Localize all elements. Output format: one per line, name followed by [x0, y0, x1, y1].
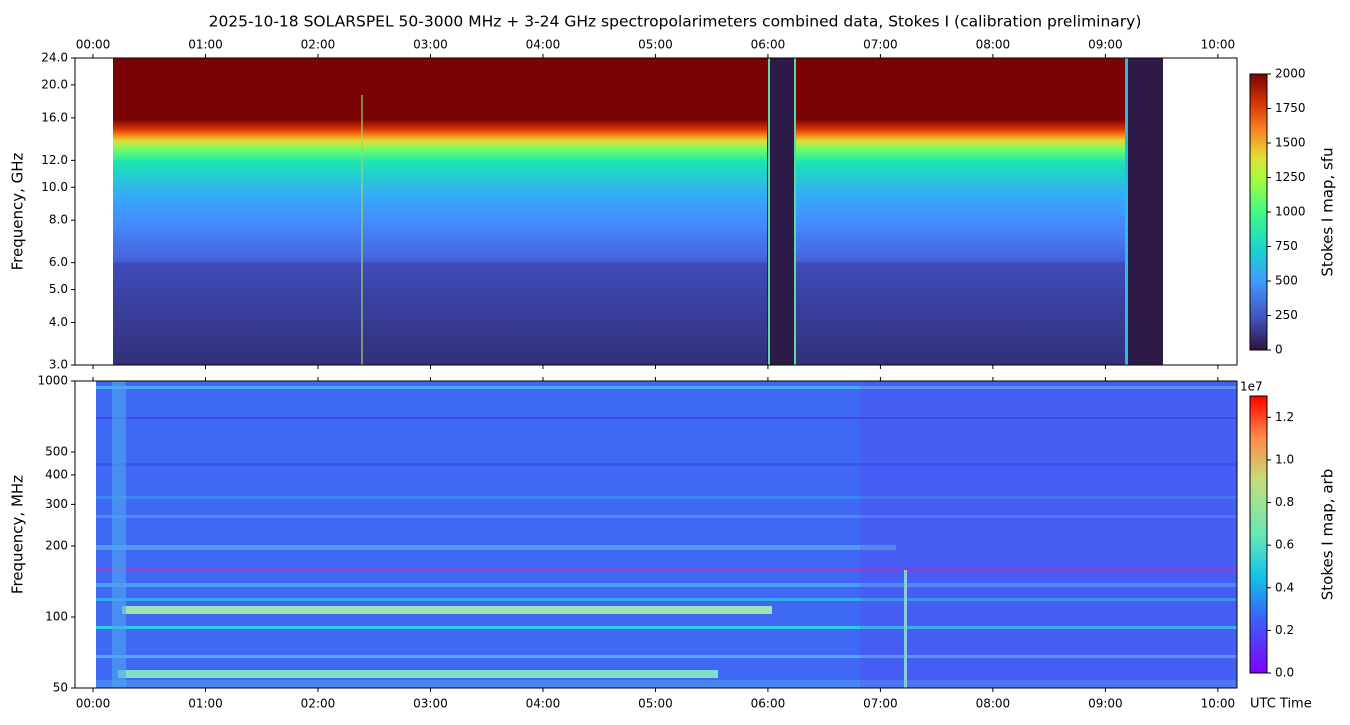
y-tick-label: 50	[53, 681, 68, 695]
colorbar-offset: 1e7	[1240, 380, 1263, 394]
x-tick-label: 06:00	[751, 38, 786, 52]
colorbar-tick-label: 1000	[1275, 205, 1306, 219]
colorbar-tick-label: 2000	[1275, 67, 1306, 81]
x-tick-label: 00:00	[76, 38, 111, 52]
y-tick-label: 400	[45, 467, 68, 481]
colorbar	[1249, 73, 1268, 351]
y-tick-label: 300	[45, 497, 68, 511]
y-tick-label: 12.0	[41, 153, 68, 167]
colorbar-tick-label: 0	[1275, 343, 1283, 357]
x-tick-label: 03:00	[413, 38, 448, 52]
x-axis-label: UTC Time	[1250, 697, 1312, 712]
colorbar-tick-label: 250	[1275, 308, 1298, 322]
x-tick-label: 09:00	[1088, 697, 1123, 711]
x-tick-label: 04:00	[526, 697, 561, 711]
colorbar-tick-label: 1500	[1275, 136, 1306, 150]
x-tick-label: 05:00	[638, 697, 673, 711]
x-tick-label: 05:00	[638, 38, 673, 52]
y-tick-label: 6.0	[49, 255, 68, 269]
y-axis-label: Frequency, MHz	[9, 475, 27, 594]
colorbar-label: Stokes I map, sfu	[1319, 147, 1337, 276]
y-tick-label: 3.0	[49, 358, 68, 372]
y-tick-label: 20.0	[41, 77, 68, 91]
y-tick-label: 5.0	[49, 282, 68, 296]
x-tick-label: 06:00	[751, 697, 786, 711]
y-tick-label: 10.0	[41, 180, 68, 194]
spectrogram-mhz	[96, 381, 1237, 688]
x-tick-label: 00:00	[76, 697, 111, 711]
plot-frame	[74, 57, 1238, 366]
y-tick-label: 500	[45, 445, 68, 459]
y-axis-label: Frequency, GHz	[9, 152, 27, 270]
y-tick-label: 8.0	[49, 213, 68, 227]
colorbar-tick-label: 500	[1275, 274, 1298, 288]
colorbar	[1249, 395, 1268, 674]
colorbar-tick-label: 0.8	[1275, 495, 1294, 509]
colorbar-label: Stokes I map, arb	[1319, 469, 1337, 600]
x-tick-label: 10:00	[1201, 697, 1236, 711]
x-tick-label: 01:00	[188, 38, 223, 52]
x-tick-label: 02:00	[301, 697, 336, 711]
colorbar-tick-label: 1.0	[1275, 452, 1294, 466]
colorbar-tick-label: 1.2	[1275, 410, 1294, 424]
x-tick-label: 07:00	[863, 697, 898, 711]
x-tick-label: 07:00	[863, 38, 898, 52]
x-tick-label: 02:00	[301, 38, 336, 52]
x-tick-label: 04:00	[526, 38, 561, 52]
colorbar-tick-label: 0.2	[1275, 623, 1294, 637]
x-tick-label: 03:00	[413, 697, 448, 711]
colorbar-tick-label: 0.4	[1275, 580, 1294, 594]
y-tick-label: 24.0	[41, 51, 68, 65]
colorbar-tick-label: 1750	[1275, 101, 1306, 115]
y-tick-label: 100	[45, 609, 68, 623]
chart-title: 2025-10-18 SOLARSPEL 50-3000 MHz + 3-24 …	[209, 13, 1142, 31]
colorbar-tick-label: 750	[1275, 239, 1298, 253]
colorbar-tick-label: 0.6	[1275, 538, 1294, 552]
colorbar-tick-label: 1250	[1275, 170, 1306, 184]
x-tick-label: 10:00	[1201, 38, 1236, 52]
x-tick-label: 08:00	[976, 697, 1011, 711]
y-tick-label: 200	[45, 538, 68, 552]
colorbar-tick-label: 0.0	[1275, 666, 1294, 680]
x-tick-label: 09:00	[1088, 38, 1123, 52]
y-tick-label: 4.0	[49, 315, 68, 329]
x-tick-label: 08:00	[976, 38, 1011, 52]
y-tick-label: 16.0	[41, 110, 68, 124]
plot-frame	[74, 380, 1238, 689]
y-tick-label: 1000	[37, 374, 68, 388]
spectrogram-ghz	[113, 58, 1163, 365]
x-tick-label: 01:00	[188, 697, 223, 711]
